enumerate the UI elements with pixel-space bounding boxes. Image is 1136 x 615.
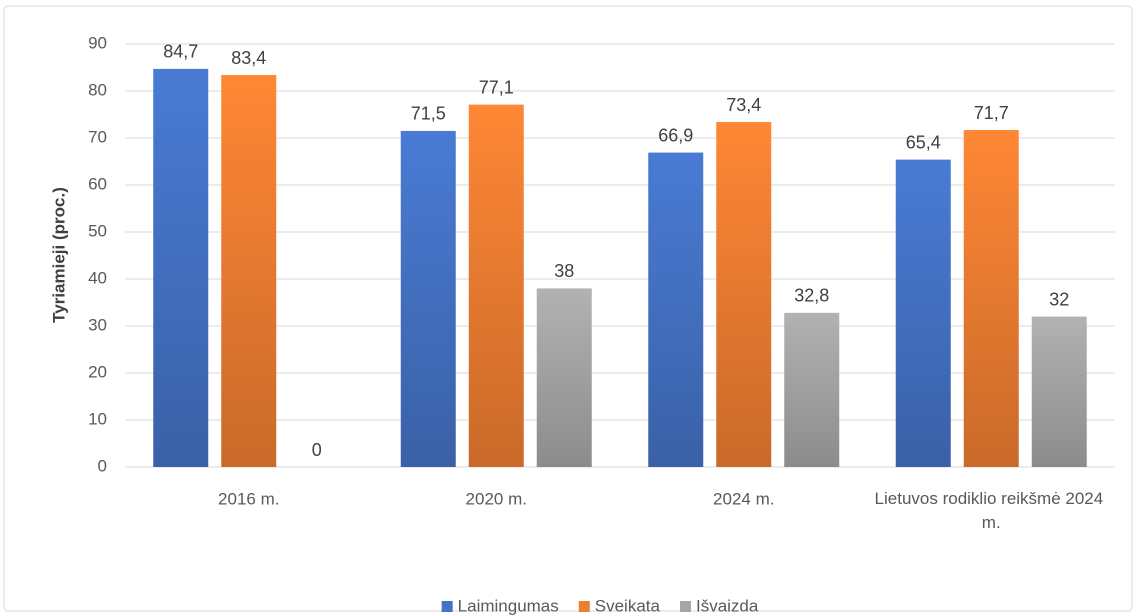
legend-label: Sveikata bbox=[595, 596, 661, 615]
y-axis-title: Tyriamieji (proc.) bbox=[49, 187, 68, 323]
value-label: 83,4 bbox=[231, 48, 266, 68]
y-tick-label: 90 bbox=[88, 33, 107, 52]
legend-label: Išvaizda bbox=[696, 596, 759, 615]
bar bbox=[221, 75, 277, 468]
value-label: 71,7 bbox=[974, 103, 1009, 123]
y-tick-label: 70 bbox=[88, 127, 107, 146]
y-tick-label: 10 bbox=[88, 409, 107, 428]
value-label: 38 bbox=[554, 261, 574, 281]
value-label: 32,8 bbox=[794, 286, 829, 306]
y-tick-label: 80 bbox=[88, 80, 107, 99]
legend-label: Laimingumas bbox=[458, 596, 559, 615]
value-label: 0 bbox=[312, 440, 322, 460]
legend-swatch bbox=[441, 601, 453, 612]
value-label: 66,9 bbox=[658, 125, 693, 145]
bar bbox=[716, 122, 772, 468]
bar bbox=[1031, 316, 1087, 467]
value-label: 84,7 bbox=[163, 42, 198, 62]
y-tick-label: 50 bbox=[88, 221, 107, 240]
value-label: 32 bbox=[1049, 289, 1069, 309]
y-tick-label: 30 bbox=[88, 315, 107, 334]
legend-swatch bbox=[578, 601, 590, 612]
value-label: 71,5 bbox=[411, 104, 446, 124]
y-tick-label: 40 bbox=[88, 268, 107, 287]
y-tick-label: 60 bbox=[88, 174, 107, 193]
x-tick-label: 2016 m. bbox=[218, 489, 279, 508]
y-tick-label: 20 bbox=[88, 362, 107, 381]
bar bbox=[648, 152, 704, 467]
bar bbox=[784, 312, 840, 467]
y-tick-label: 0 bbox=[98, 456, 107, 475]
bar bbox=[536, 288, 592, 467]
value-label: 65,4 bbox=[906, 132, 941, 152]
bar bbox=[153, 68, 209, 467]
legend-swatch bbox=[679, 601, 691, 612]
x-tick-label: 2020 m. bbox=[466, 489, 527, 508]
bar bbox=[400, 130, 456, 467]
x-tick-label: 2024 m. bbox=[713, 489, 774, 508]
x-tick-label: Lietuvos rodiklio reikšmė 2024 m. bbox=[875, 489, 1108, 532]
bar bbox=[895, 159, 951, 467]
bar bbox=[963, 130, 1019, 467]
value-label: 73,4 bbox=[726, 95, 761, 115]
bar bbox=[468, 104, 524, 467]
value-label: 77,1 bbox=[479, 77, 514, 97]
